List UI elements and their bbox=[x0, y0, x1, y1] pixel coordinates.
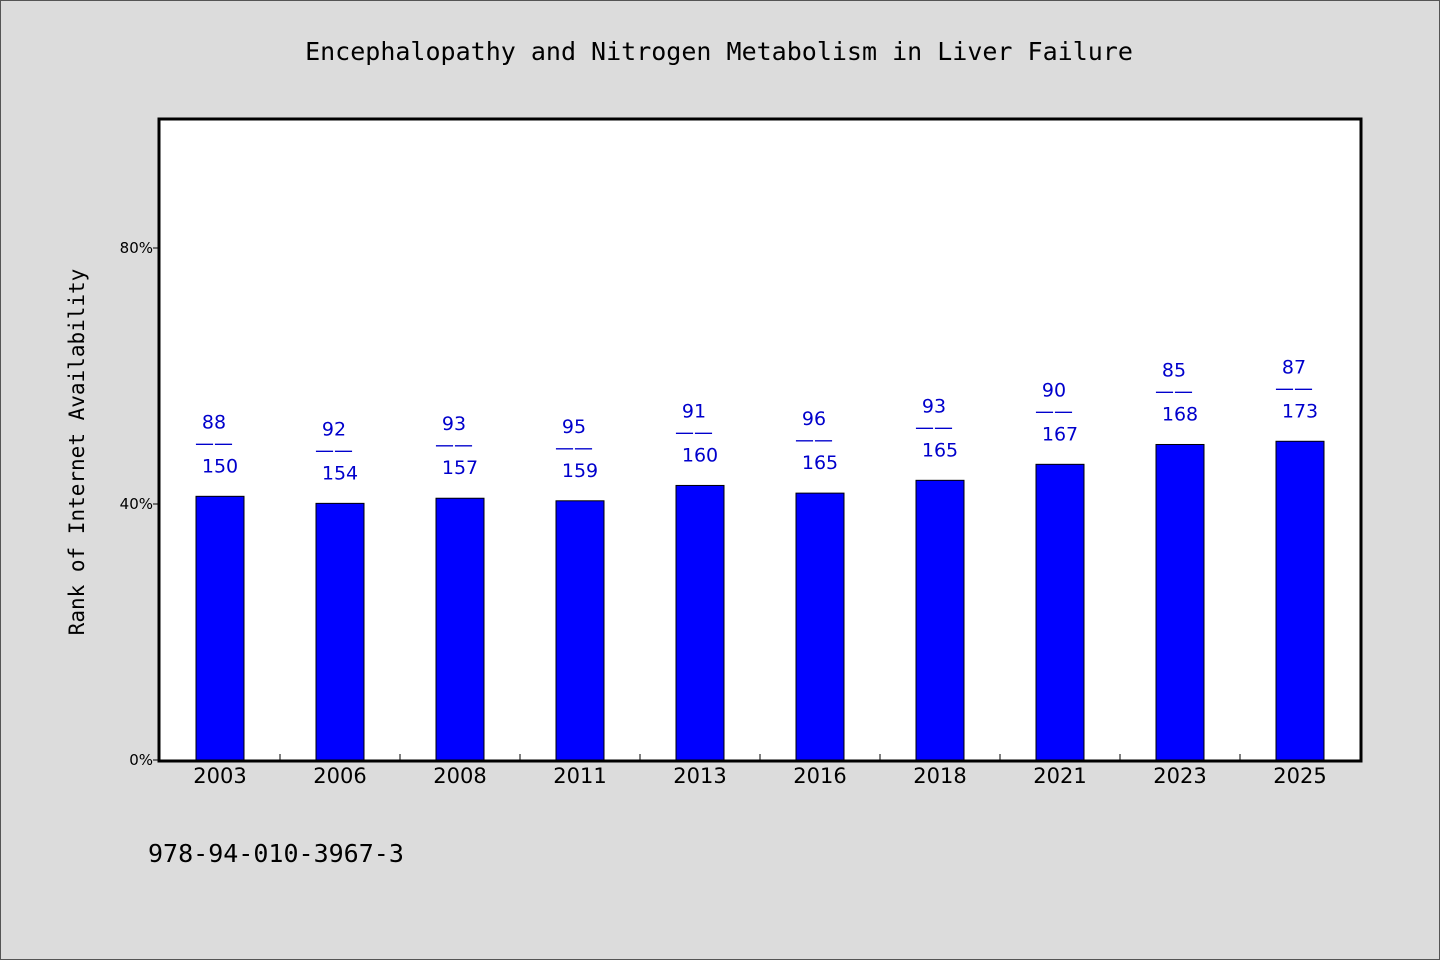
x-tick-label: 2016 bbox=[793, 764, 846, 788]
data-label-denominator: 168 bbox=[1162, 403, 1198, 425]
y-tick-label: 80% bbox=[120, 239, 153, 257]
isbn-footer: 978-94-010-3967-3 bbox=[148, 839, 404, 868]
data-label-numerator: 90 bbox=[1042, 379, 1066, 401]
data-label-separator: —— bbox=[1035, 400, 1073, 422]
data-label-separator: —— bbox=[915, 416, 953, 438]
data-label-numerator: 91 bbox=[682, 400, 706, 422]
data-label-separator: —— bbox=[435, 434, 473, 456]
x-tick-label: 2006 bbox=[313, 764, 366, 788]
data-label-numerator: 87 bbox=[1282, 356, 1306, 378]
data-label-denominator: 159 bbox=[562, 460, 598, 482]
data-label-numerator: 93 bbox=[442, 413, 466, 435]
bar bbox=[675, 484, 725, 761]
bar bbox=[195, 495, 245, 761]
data-label-denominator: 173 bbox=[1282, 400, 1318, 422]
x-tick-label: 2003 bbox=[193, 764, 246, 788]
data-label-denominator: 167 bbox=[1042, 423, 1078, 445]
data-label-denominator: 160 bbox=[682, 444, 718, 466]
bar bbox=[315, 502, 365, 761]
x-axis: 2003 2006 2008 2011 2013 2016 2018 2021 2023 2025 bbox=[193, 754, 1327, 788]
bar bbox=[1275, 440, 1325, 761]
bar bbox=[555, 500, 605, 761]
x-tick-label: 2025 bbox=[1273, 764, 1326, 788]
data-label-separator: —— bbox=[1275, 377, 1313, 399]
bars-layer bbox=[195, 440, 1325, 761]
bar bbox=[915, 479, 965, 761]
data-label-numerator: 88 bbox=[202, 411, 226, 433]
data-label-denominator: 157 bbox=[442, 457, 478, 479]
x-tick-label: 2008 bbox=[433, 764, 486, 788]
chart-title: Encephalopathy and Nitrogen Metabolism i… bbox=[305, 37, 1133, 66]
data-label-numerator: 96 bbox=[802, 408, 826, 430]
data-label-denominator: 165 bbox=[922, 439, 958, 461]
data-labels-layer: 88——15092——15493——15795——15991——16096——1… bbox=[195, 356, 1318, 484]
data-label-numerator: 93 bbox=[922, 395, 946, 417]
y-tick-label: 40% bbox=[120, 495, 153, 513]
data-label-numerator: 95 bbox=[562, 416, 586, 438]
data-label-separator: —— bbox=[555, 437, 593, 459]
plot-border bbox=[157, 117, 1363, 763]
y-tick-label: 0% bbox=[129, 751, 153, 769]
bar bbox=[435, 497, 485, 761]
data-label-numerator: 92 bbox=[322, 418, 346, 440]
data-label-separator: —— bbox=[195, 432, 233, 454]
bar bbox=[1155, 443, 1205, 761]
y-axis: 0% 40% 80% bbox=[120, 239, 159, 769]
data-label-separator: —— bbox=[795, 429, 833, 451]
data-label-numerator: 85 bbox=[1162, 359, 1186, 381]
y-axis-label: Rank of Internet Availability bbox=[65, 269, 89, 636]
bar bbox=[795, 492, 845, 761]
data-label-separator: —— bbox=[675, 421, 713, 443]
data-label-separator: —— bbox=[315, 439, 353, 461]
x-tick-label: 2023 bbox=[1153, 764, 1206, 788]
data-label-denominator: 150 bbox=[202, 455, 238, 477]
bar bbox=[1035, 463, 1085, 761]
x-tick-label: 2013 bbox=[673, 764, 726, 788]
x-tick-label: 2021 bbox=[1033, 764, 1086, 788]
data-label-denominator: 165 bbox=[802, 452, 838, 474]
data-label-denominator: 154 bbox=[322, 462, 358, 484]
x-tick-label: 2018 bbox=[913, 764, 966, 788]
x-tick-label: 2011 bbox=[553, 764, 606, 788]
data-label-separator: —— bbox=[1155, 380, 1193, 402]
